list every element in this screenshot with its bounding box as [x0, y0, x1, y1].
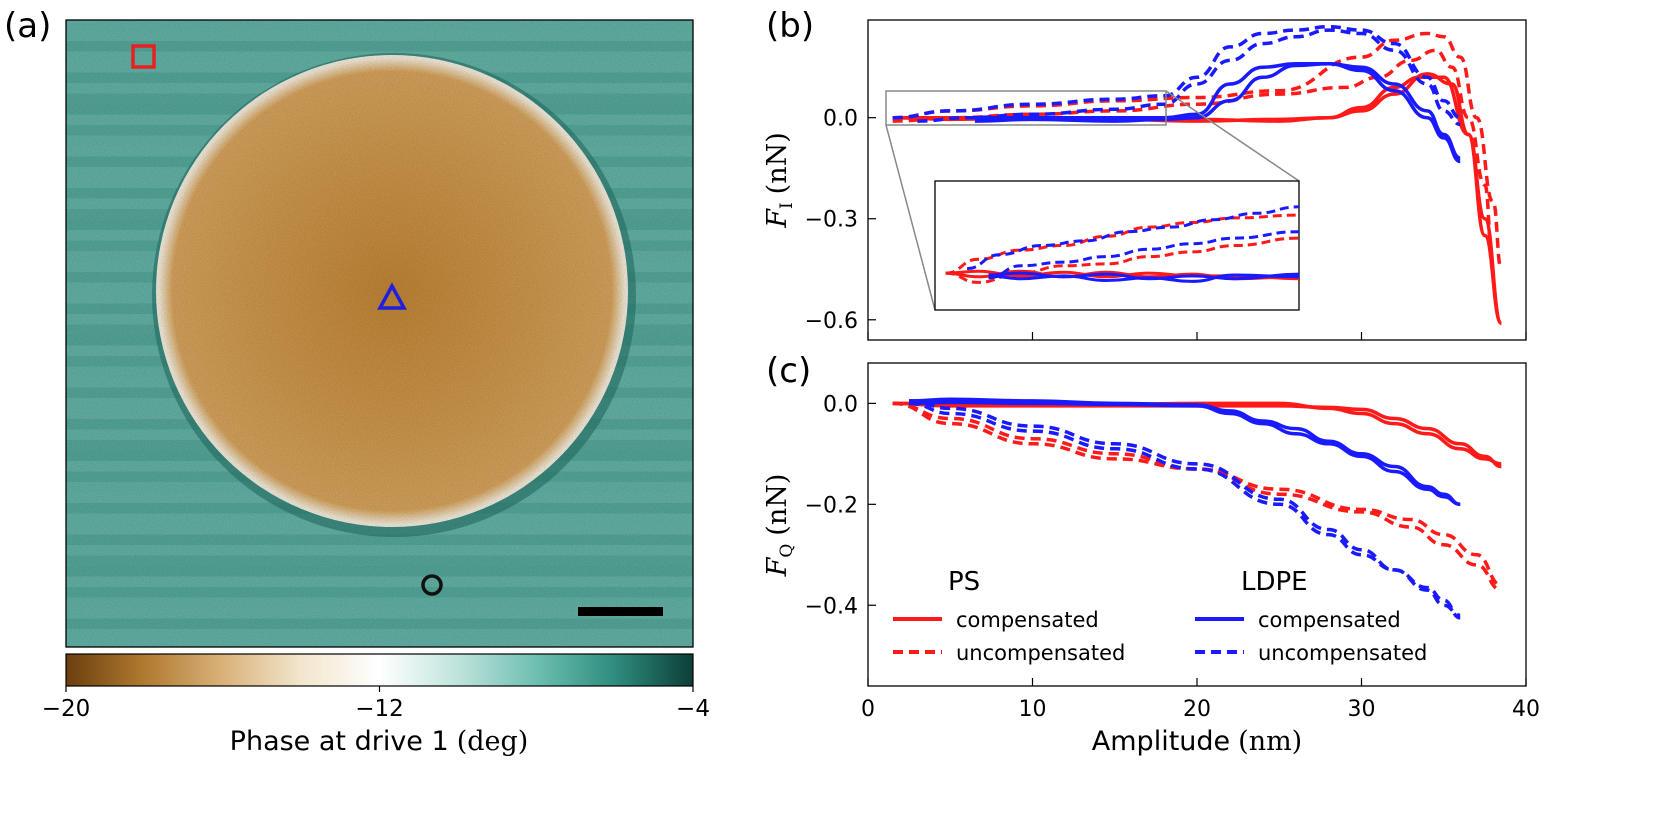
- plot-c-xlabel: Amplitude (nm): [1092, 726, 1302, 757]
- series-line: [892, 401, 1502, 592]
- series-line: [892, 401, 1502, 587]
- series-line: [988, 273, 1299, 283]
- ytick-label: 0.0: [823, 107, 858, 132]
- legend: PS LDPE compensated uncompensated compen…: [893, 567, 1427, 665]
- colorbar: [65, 653, 694, 687]
- series-line: [966, 205, 1299, 270]
- colorbar-ticks: −20 −12 −4: [42, 686, 710, 722]
- image-texture: [66, 20, 693, 647]
- plot-b-lines: [892, 24, 1504, 325]
- series-line: [974, 62, 1461, 164]
- series-line: [945, 236, 1299, 284]
- series-line: [892, 48, 1495, 272]
- series-line: [988, 230, 1299, 280]
- legend-title-ldpe: LDPE: [1241, 567, 1308, 597]
- legend-ldpe-uncompensated-label: uncompensated: [1258, 641, 1427, 665]
- series-line: [892, 401, 1502, 469]
- series-line: [892, 24, 1461, 120]
- inset-lines: [945, 205, 1299, 284]
- panel-a-label: (a): [4, 6, 51, 46]
- legend-ps-uncompensated-label: uncompensated: [956, 641, 1125, 665]
- zoom-connector-right: [1165, 90, 1300, 182]
- plot-c-lines: [892, 397, 1502, 620]
- zoom-box: [885, 90, 1167, 126]
- scale-bar: [578, 607, 663, 616]
- series-line: [909, 399, 1461, 620]
- inset-frame: [934, 180, 1300, 311]
- series-line: [988, 271, 1299, 281]
- xtick-label: 10: [1019, 697, 1047, 722]
- colorbar-tick-label: −12: [355, 696, 404, 722]
- square-marker: [131, 44, 156, 69]
- xtick-label: 30: [1348, 697, 1376, 722]
- series-line: [909, 397, 1461, 507]
- legend-ldpe-compensated-label: compensated: [1258, 608, 1401, 632]
- colorbar-label: Phase at drive 1 (deg): [230, 726, 529, 757]
- panel-c-label: (c): [766, 351, 811, 391]
- xtick-label: 0: [861, 697, 875, 722]
- plot-c-ylabel: FQ(nN): [762, 474, 797, 578]
- ytick-label: −0.2: [805, 493, 858, 518]
- image-frame: [65, 19, 694, 648]
- plot-b-ticks: 0.0 −0.3 −0.6: [805, 107, 1527, 340]
- ytick-label: −0.6: [805, 309, 858, 334]
- plot-b-ylabel: FI(nN): [762, 132, 797, 229]
- plot-c-frame: [867, 362, 1527, 687]
- ytick-label: −0.4: [805, 594, 858, 619]
- series-line: [974, 62, 1461, 160]
- xtick-label: 40: [1512, 697, 1540, 722]
- series-line: [909, 401, 1461, 618]
- plot-c: 0.0 −0.2 −0.4 0 10 20 30 40 FQ(nN) Amplitude (nm…: [762, 362, 1540, 757]
- series-line: [917, 28, 1461, 127]
- legend-title-ps: PS: [948, 567, 980, 597]
- circle-marker: [421, 574, 443, 596]
- series-line: [892, 401, 1502, 466]
- colorbar-tick-label: −4: [676, 696, 710, 722]
- plot-c-ticks: 0.0 −0.2 −0.4 0 10 20 30 40: [805, 392, 1540, 722]
- colorbar-tick-label: −20: [42, 696, 91, 722]
- panel-b-label: (b): [766, 6, 814, 46]
- triangle-marker: [377, 282, 407, 310]
- xtick-label: 20: [1183, 697, 1211, 722]
- legend-ps-compensated-label: compensated: [956, 608, 1099, 632]
- plot-b: 0.0 −0.3 −0.6 FI(nN): [762, 19, 1527, 341]
- zoom-connector-left: [885, 124, 936, 311]
- series-line: [909, 400, 1461, 507]
- ytick-label: −0.3: [805, 208, 858, 233]
- phase-image: [66, 20, 693, 647]
- ytick-label: 0.0: [823, 392, 858, 417]
